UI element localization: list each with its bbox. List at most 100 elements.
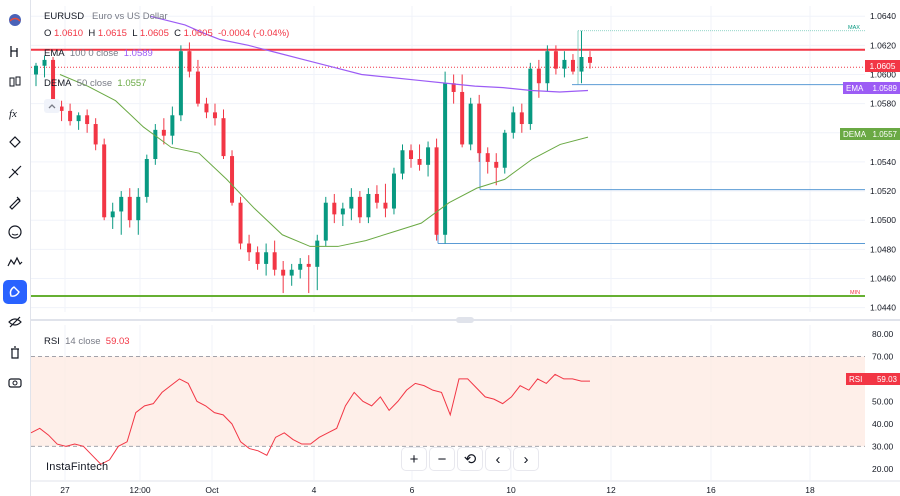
candle-down	[536, 68, 541, 84]
dema-value: 1.0557	[117, 78, 147, 89]
ohlc-legend: O 1.0610 H 1.0615 L 1.0605 C 1.0605 -0.0…	[44, 28, 289, 39]
dema-name: DEMA	[44, 78, 72, 89]
candle-down	[68, 110, 73, 122]
watermark: InstaFintech	[46, 461, 109, 473]
candle-down	[374, 193, 379, 203]
candle-icon[interactable]	[3, 70, 27, 94]
candle-down	[588, 57, 592, 63]
rsi-y-tick-label: 70.00	[872, 351, 894, 361]
last-price-tag: 1.0605	[865, 60, 900, 72]
ema-legend[interactable]: EMA 100 0 close 1.0589	[44, 48, 153, 59]
dema-legend[interactable]: DEMA 50 close 1.0557	[44, 78, 146, 89]
eye-off-icon[interactable]	[3, 310, 27, 334]
ema-name: EMA	[44, 48, 65, 59]
x-tick-label: 6	[410, 485, 415, 495]
wave-icon[interactable]	[3, 250, 27, 274]
zoom-out-button[interactable]: −	[430, 448, 454, 470]
candle-up	[468, 103, 473, 145]
y-tick-label: 1.0620	[870, 40, 896, 50]
camera-icon[interactable]	[3, 370, 27, 394]
scroll-left-button[interactable]: ‹	[486, 448, 510, 470]
trash-icon[interactable]	[3, 340, 27, 364]
symbol-legend: EURUSD Euro vs US Dollar	[44, 11, 168, 22]
fx-icon[interactable]: fx	[3, 100, 27, 124]
rsi-tag-value: 59.03	[876, 374, 897, 384]
ohlc-o-label: O	[44, 28, 52, 39]
ema-tag-value: 1.0589	[872, 83, 897, 93]
legend-collapse-button[interactable]	[44, 99, 60, 113]
x-tick-label: 18	[805, 485, 815, 495]
candle-up	[34, 65, 38, 75]
candle-down	[195, 71, 200, 104]
candle-up	[391, 173, 396, 209]
y-tick-label: 1.0480	[870, 244, 896, 254]
candle-down	[255, 252, 260, 264]
rsi-value: 59.03	[105, 336, 130, 347]
x-tick-label: 16	[706, 485, 716, 495]
candle-down	[417, 159, 422, 165]
magnet-icon[interactable]	[3, 280, 27, 304]
ema-params: 100 0 close	[69, 48, 119, 59]
candle-down	[127, 196, 132, 221]
candle-up	[136, 196, 141, 221]
candle-down	[93, 124, 98, 145]
candle-down	[204, 103, 209, 113]
reset-chart-button[interactable]: ⟲	[458, 448, 482, 470]
rsi-y-tick-label: 20.00	[872, 464, 894, 474]
candle-up	[144, 159, 149, 197]
candle-up	[76, 115, 81, 122]
x-tick-label: 27	[60, 485, 70, 495]
candle-up	[315, 240, 320, 267]
rsi-params: 14 close	[65, 336, 101, 347]
scroll-right-button[interactable]: ›	[514, 448, 538, 470]
emoji-icon[interactable]	[3, 220, 27, 244]
min-label: MIN	[850, 290, 860, 296]
candle-down	[221, 118, 226, 157]
candle-down	[187, 51, 192, 72]
ohlc-l-label: L	[132, 28, 138, 39]
candle-down	[494, 161, 499, 168]
ohlc-close: 1.0605	[183, 28, 213, 39]
ohlc-low: 1.0605	[139, 28, 169, 39]
y-tick-label: 1.0580	[870, 99, 896, 109]
candle-up	[528, 68, 533, 125]
dema-line	[59, 74, 589, 247]
candle-up	[170, 115, 175, 136]
pane-resize-handle[interactable]	[456, 317, 474, 323]
candle-up	[400, 150, 405, 174]
candle-down	[51, 59, 56, 107]
candle-down	[59, 106, 64, 111]
candle-up	[178, 51, 183, 116]
symbol-ticker[interactable]: EURUSD	[44, 11, 85, 22]
pattern-icon[interactable]	[3, 130, 27, 154]
x-tick-label: 10	[506, 485, 516, 495]
x-tick-label: 4	[312, 485, 317, 495]
dema-price-tag: DEMA 1.0557	[840, 128, 900, 140]
candle-up	[349, 196, 354, 209]
rsi-price-tag: RSI 59.03	[846, 373, 900, 385]
rsi-band-fill	[31, 356, 865, 447]
candle-down	[434, 147, 439, 235]
candle-down	[85, 115, 90, 125]
dema-tag-label: DEMA	[843, 129, 867, 139]
y-tick-label: 1.0640	[870, 11, 896, 21]
candle-down	[357, 196, 362, 218]
candle-down	[460, 91, 465, 145]
ema-price-tag: EMA 1.0589	[843, 82, 900, 94]
candle-up	[562, 59, 567, 69]
candle-up	[323, 202, 328, 241]
brush-icon[interactable]	[3, 190, 27, 214]
line-tool-icon[interactable]	[3, 160, 27, 184]
x-tick-label: 12	[606, 485, 616, 495]
logo-icon[interactable]	[3, 8, 27, 32]
candle-up	[545, 51, 550, 84]
candle-down	[451, 83, 456, 92]
cursor-icon[interactable]	[3, 40, 27, 64]
candle-down	[281, 269, 286, 276]
ohlc-change: -0.0004 (-0.04%)	[218, 28, 290, 39]
candle-up	[153, 129, 158, 159]
rsi-legend[interactable]: RSI 14 close 59.03	[44, 336, 130, 347]
zoom-in-button[interactable]: +	[402, 448, 426, 470]
symbol-description: Euro vs US Dollar	[92, 11, 168, 22]
